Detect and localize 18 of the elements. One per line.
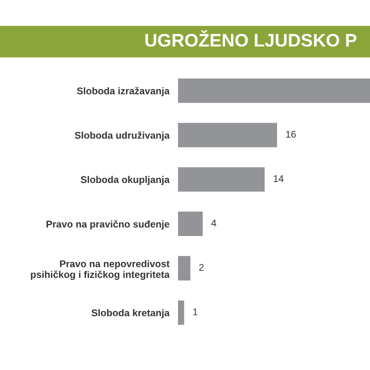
- chart-title: UGROŽENO LJUDSKO P: [145, 30, 356, 47]
- bar: [178, 78, 370, 103]
- bar: [178, 300, 184, 325]
- data-label: 1: [193, 308, 198, 316]
- data-label: 16: [286, 130, 296, 138]
- bar: [178, 256, 190, 280]
- bar: [178, 167, 265, 192]
- bar: [178, 212, 203, 236]
- y-tick-label: Pravo na nepovredivost psihičkog i fizičkog integriteta: [30, 260, 170, 280]
- data-label: 2: [199, 264, 204, 271]
- y-tick-label: Sloboda okupljanja: [80, 176, 170, 185]
- y-tick-label: Sloboda kretanja: [92, 309, 170, 318]
- data-label: 4: [211, 220, 216, 226]
- y-tick-label: Sloboda izražavanja: [76, 87, 170, 96]
- y-tick-label: Sloboda udruživanja: [74, 131, 170, 141]
- bar: [178, 122, 278, 148]
- y-tick-label: Pravo na pravično suđenje: [46, 220, 170, 230]
- data-label: 14: [274, 175, 284, 182]
